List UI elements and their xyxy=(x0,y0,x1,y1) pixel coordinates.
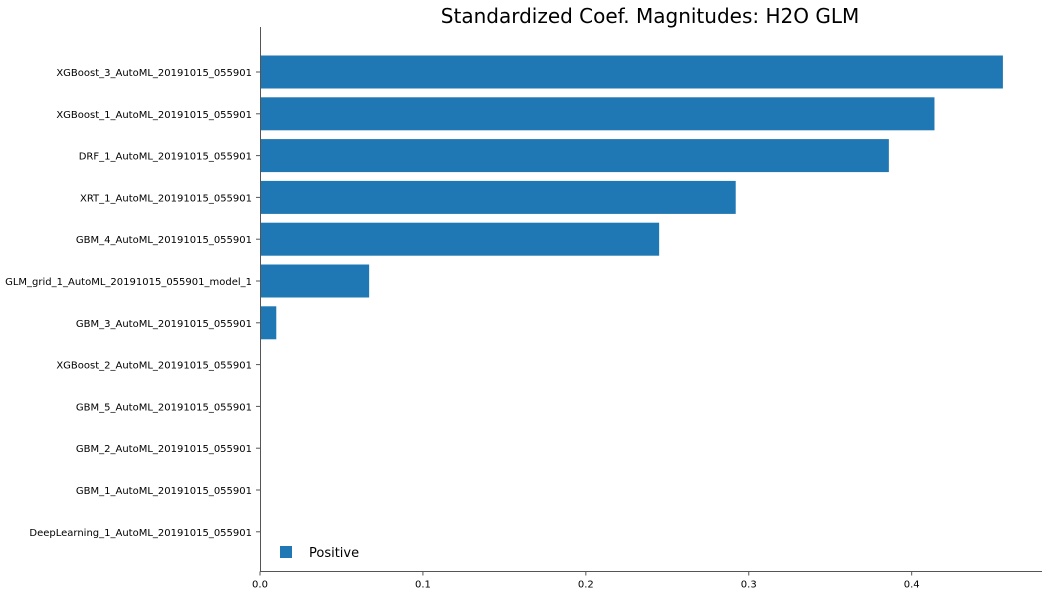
y-tick-label: XGBoost_2_AutoML_20191015_055901 xyxy=(56,361,252,372)
y-tick-label: GLM_grid_1_AutoML_20191015_055901_model_… xyxy=(5,277,252,288)
legend-label-positive: Positive xyxy=(309,546,359,561)
y-axis-ticks: XGBoost_3_AutoML_20191015_055901 XGBoost_… xyxy=(5,68,260,539)
y-tick-label: XGBoost_1_AutoML_20191015_055901 xyxy=(56,110,252,121)
bar xyxy=(260,264,370,298)
chart-title: Standardized Coef. Magnitudes: H2O GLM xyxy=(441,4,859,28)
y-tick-label: XGBoost_3_AutoML_20191015_055901 xyxy=(56,68,252,79)
y-tick-label: GBM_1_AutoML_20191015_055901 xyxy=(76,486,252,497)
bar xyxy=(260,222,660,256)
legend-swatch-positive xyxy=(280,546,292,558)
y-tick-label: GBM_5_AutoML_20191015_055901 xyxy=(76,402,252,413)
bar xyxy=(260,97,935,131)
y-tick-label: GBM_2_AutoML_20191015_055901 xyxy=(76,444,252,455)
y-tick-label: DRF_1_AutoML_20191015_055901 xyxy=(79,152,252,163)
y-tick-label: XRT_1_AutoML_20191015_055901 xyxy=(80,193,252,204)
x-tick-label: 0.0 xyxy=(252,580,268,591)
bar xyxy=(260,306,277,340)
y-tick-label: DeepLearning_1_AutoML_20191015_055901 xyxy=(29,528,252,539)
x-tick-label: 0.4 xyxy=(904,580,920,591)
y-tick-label: GBM_3_AutoML_20191015_055901 xyxy=(76,319,252,330)
bars-group xyxy=(260,55,1003,340)
bar xyxy=(260,55,1003,89)
legend: Positive xyxy=(280,546,359,561)
bar xyxy=(260,180,736,214)
x-tick-label: 0.3 xyxy=(741,580,757,591)
bar xyxy=(260,139,889,173)
x-tick-label: 0.2 xyxy=(578,580,594,591)
x-tick-label: 0.1 xyxy=(415,580,431,591)
x-axis-ticks: 0.0 0.1 0.2 0.3 0.4 xyxy=(252,571,920,591)
y-tick-label: GBM_4_AutoML_20191015_055901 xyxy=(76,235,252,246)
